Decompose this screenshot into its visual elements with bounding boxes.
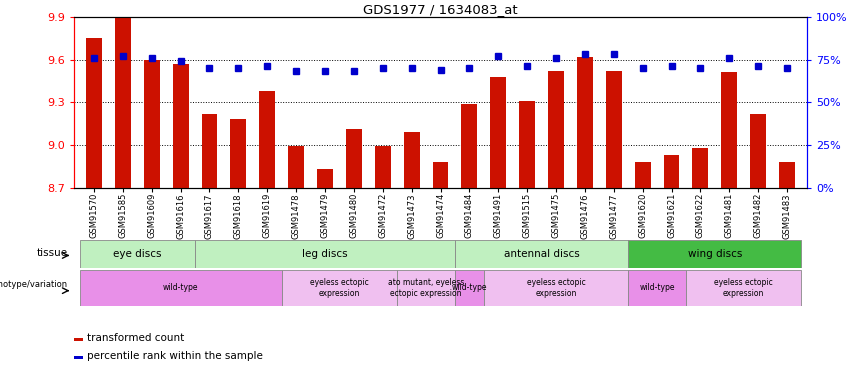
Text: wild-type: wild-type [163,284,199,292]
Bar [80,270,282,306]
Text: antennal discs: antennal discs [503,249,580,259]
Bar [230,119,247,188]
Bar [577,57,593,188]
Bar [490,76,506,188]
Text: percentile rank within the sample: percentile rank within the sample [87,351,263,361]
Bar [519,101,535,188]
Bar [80,240,195,268]
Bar [282,270,398,306]
Text: ato mutant, eyeless
ectopic expression: ato mutant, eyeless ectopic expression [388,278,464,297]
Bar [86,38,102,188]
Bar [455,240,628,268]
Bar [779,162,795,188]
Bar [750,114,766,188]
Bar [628,270,686,306]
Bar [628,240,801,268]
Bar [173,64,188,188]
Bar [693,148,708,188]
Bar [635,162,651,188]
Text: eyeless ectopic
expression: eyeless ectopic expression [527,278,585,297]
Bar [288,146,304,188]
Text: eyeless ectopic
expression: eyeless ectopic expression [714,278,773,297]
Bar [432,162,449,188]
Bar [115,17,131,188]
Bar [260,91,275,188]
Title: GDS1977 / 1634083_at: GDS1977 / 1634083_at [363,3,518,16]
Text: genotype/variation: genotype/variation [0,280,68,289]
Bar [144,60,160,188]
Bar [398,270,455,306]
Bar [404,132,419,188]
Text: eye discs: eye discs [113,249,161,259]
Bar [663,155,680,188]
Text: wild-type: wild-type [640,284,674,292]
Bar [346,129,362,188]
Bar [462,104,477,188]
Bar [483,270,628,306]
Text: wild-type: wild-type [451,284,487,292]
Bar [201,114,218,188]
Text: leg discs: leg discs [302,249,348,259]
Bar [195,240,455,268]
Bar [686,270,801,306]
Bar [721,72,737,188]
Bar [317,169,333,188]
Bar [74,356,82,359]
Text: eyeless ectopic
expression: eyeless ectopic expression [310,278,369,297]
Bar [548,71,564,188]
Text: tissue: tissue [36,248,68,258]
Text: transformed count: transformed count [87,333,184,343]
Bar [375,146,391,188]
Bar [606,71,621,188]
Bar [74,338,82,341]
Bar [455,270,483,306]
Text: wing discs: wing discs [687,249,742,259]
